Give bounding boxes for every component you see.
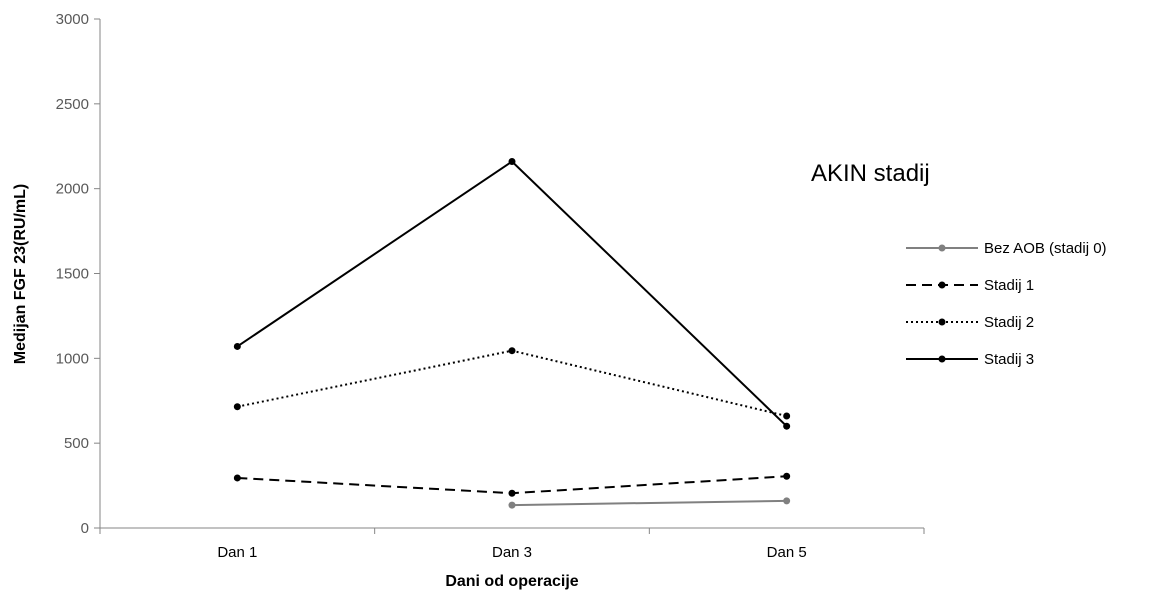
series-line: [237, 349, 787, 417]
legend-label: Stadij 1: [984, 277, 1034, 294]
y-tick-label: 1000: [56, 350, 89, 367]
x-tick-label: Dan 5: [767, 544, 807, 561]
data-point: [508, 347, 516, 355]
legend: Bez AOB (stadij 0) Stadij 1 Stadij 2 Stadij…: [906, 240, 1107, 368]
y-tick-label: 1500: [56, 266, 89, 283]
series-line: [236, 160, 788, 427]
legend-item: Bez AOB (stadij 0): [906, 240, 1107, 257]
data-point: [508, 489, 516, 497]
legend-marker: [938, 281, 946, 289]
data-point: [233, 403, 241, 411]
legend-marker: [938, 318, 946, 326]
y-tick-label: 500: [64, 435, 89, 452]
x-tick-label: Dan 3: [492, 544, 532, 561]
data-point: [783, 497, 791, 505]
legend-label: Stadij 2: [984, 314, 1034, 331]
data-point: [783, 472, 791, 480]
legend-label: Stadij 3: [984, 351, 1034, 368]
y-tick-label: 3000: [56, 11, 89, 28]
data-point: [783, 412, 791, 420]
series-stadij-2: [233, 347, 791, 420]
legend-marker: [938, 244, 946, 252]
chart-annotation: AKIN stadij: [811, 160, 930, 187]
data-point: [783, 422, 791, 430]
y-tick-label: 2500: [56, 96, 89, 113]
legend-item: Stadij 1: [906, 277, 1034, 294]
series-line: [511, 499, 787, 507]
y-tick-label: 0: [81, 520, 89, 537]
legend-label: Bez AOB (stadij 0): [984, 240, 1107, 257]
data-point: [233, 342, 241, 350]
y-axis-title: Medijan FGF 23(RU/mL): [12, 184, 29, 364]
data-point: [508, 158, 516, 166]
legend-item: Stadij 3: [906, 351, 1034, 368]
legend-marker: [938, 355, 946, 363]
data-point: [508, 501, 516, 509]
x-axis-title: Dani od operacije: [445, 573, 578, 590]
series-stadij-1: [233, 472, 791, 497]
series-lines: [233, 158, 791, 509]
series-stadij-3: [233, 158, 791, 430]
y-tick-label: 2000: [56, 181, 89, 198]
x-tick-label: Dan 1: [217, 544, 257, 561]
legend-item: Stadij 2: [906, 314, 1034, 331]
data-point: [233, 474, 241, 482]
series-bez-aob-stadij-0: [508, 497, 791, 509]
axes: 0 500 1000 1500 2000 2500 3000 Dan 1 Dan 3 Dan 5: [56, 11, 925, 561]
